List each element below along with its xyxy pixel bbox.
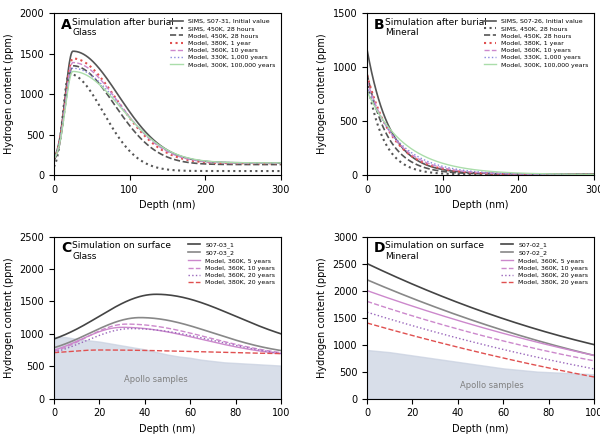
Text: C: C [61,241,71,255]
Legend: S07-02_1, S07-02_2, Model, 360K, 5 years, Model, 360K, 10 years, Model, 360K, 20: S07-02_1, S07-02_2, Model, 360K, 5 years… [499,240,591,288]
Text: Simulation after burial
Glass: Simulation after burial Glass [72,18,174,37]
Y-axis label: Hydrogen content (ppm): Hydrogen content (ppm) [317,34,327,155]
X-axis label: Depth (nm): Depth (nm) [452,424,509,434]
X-axis label: Depth (nm): Depth (nm) [452,200,509,210]
Legend: SIMS, S07-26, Initial value, SIMS, 450K, 28 hours, Model, 450K, 28 hours, Model,: SIMS, S07-26, Initial value, SIMS, 450K,… [481,16,591,70]
Text: B: B [374,18,385,32]
Text: D: D [374,241,385,255]
Text: A: A [61,18,71,32]
Y-axis label: Hydrogen content (ppm): Hydrogen content (ppm) [317,257,327,378]
X-axis label: Depth (nm): Depth (nm) [139,424,196,434]
Legend: SIMS, S07-31, Initial value, SIMS, 450K, 28 hours, Model, 450K, 28 hours, Model,: SIMS, S07-31, Initial value, SIMS, 450K,… [168,16,278,70]
Text: Apollo samples: Apollo samples [460,381,524,390]
Y-axis label: Hydrogen content (ppm): Hydrogen content (ppm) [4,257,14,378]
Text: Simulation on surface
Mineral: Simulation on surface Mineral [385,241,484,261]
X-axis label: Depth (nm): Depth (nm) [139,200,196,210]
Text: Simulation after burial
Mineral: Simulation after burial Mineral [385,18,487,37]
Text: Simulation on surface
Glass: Simulation on surface Glass [72,241,171,261]
Legend: S07-03_1, S07-03_2, Model, 360K, 5 years, Model, 360K, 10 years, Model, 360K, 20: S07-03_1, S07-03_2, Model, 360K, 5 years… [185,240,278,288]
Text: Apollo samples: Apollo samples [124,375,188,385]
Y-axis label: Hydrogen content (ppm): Hydrogen content (ppm) [4,34,14,155]
